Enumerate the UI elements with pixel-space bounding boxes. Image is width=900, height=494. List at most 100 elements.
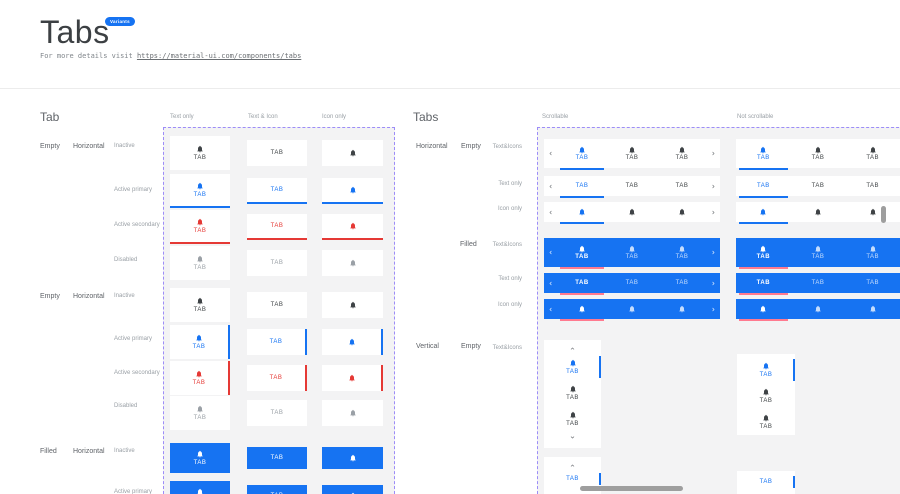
tab[interactable]: TAB: [791, 238, 846, 267]
chevron-left-icon[interactable]: [544, 299, 557, 319]
tab-card-texticon-inactive[interactable]: TAB: [170, 288, 230, 322]
tab-card-text-disabled[interactable]: TAB: [247, 250, 307, 276]
tab-active[interactable]: TAB: [737, 474, 795, 490]
tab-card-text-active-primary[interactable]: TAB: [247, 329, 307, 355]
tab[interactable]: [657, 202, 707, 222]
tab-card-text-active-primary[interactable]: TAB: [247, 178, 307, 204]
tab-active[interactable]: TAB: [544, 471, 601, 487]
tab[interactable]: [791, 299, 846, 319]
tab-card-icon-active-primary[interactable]: [322, 178, 383, 204]
chevron-right-icon[interactable]: [707, 299, 720, 319]
tab-card-filled-text[interactable]: TAB: [247, 485, 307, 494]
tab[interactable]: [607, 299, 657, 319]
tab[interactable]: TAB: [657, 238, 707, 267]
tab-active[interactable]: [736, 202, 791, 224]
tab-label: TAB: [192, 380, 206, 386]
tab-card-filled-text[interactable]: TAB: [247, 447, 307, 469]
tab[interactable]: [791, 202, 846, 222]
bell-icon: [759, 245, 767, 253]
tab-card-texticon-disabled[interactable]: TAB: [170, 396, 230, 430]
chevron-up-icon[interactable]: [567, 343, 578, 354]
tab-card-texticon-disabled[interactable]: TAB: [170, 246, 230, 280]
chevron-down-icon[interactable]: [567, 432, 578, 443]
tab-active[interactable]: [736, 299, 791, 321]
tab[interactable]: TAB: [791, 176, 846, 196]
active-indicator: [793, 476, 795, 488]
tab-card-icon-active-secondary[interactable]: [322, 365, 383, 391]
bell-icon: [349, 149, 357, 157]
tab-card-icon-inactive[interactable]: [322, 140, 383, 166]
tab-card-filled-icon[interactable]: [322, 447, 383, 469]
tab-card-texticon-active-secondary[interactable]: TAB: [170, 210, 230, 244]
tab-card-filled-icon[interactable]: [322, 485, 383, 494]
tab[interactable]: TAB: [657, 273, 707, 293]
tab-card-filled-texticon[interactable]: TAB: [170, 481, 230, 494]
chevron-left-icon[interactable]: [544, 273, 557, 293]
tab-card-text-inactive[interactable]: TAB: [247, 292, 307, 318]
tab-card-icon-active-primary[interactable]: [322, 329, 383, 355]
chevron-left-icon[interactable]: [544, 238, 557, 267]
tab-active[interactable]: TAB: [557, 139, 607, 170]
tab[interactable]: [607, 202, 657, 222]
horizontal-scrollbar[interactable]: [580, 486, 683, 491]
tab-label: TAB: [811, 183, 825, 189]
tab-card-icon-disabled[interactable]: [322, 250, 383, 276]
tab[interactable]: TAB: [737, 409, 795, 435]
tab-active[interactable]: [557, 299, 607, 321]
chevron-left-icon[interactable]: [544, 139, 557, 168]
tab-card-text-active-secondary[interactable]: TAB: [247, 365, 307, 391]
tab[interactable]: [657, 299, 707, 319]
tab[interactable]: TAB: [607, 273, 657, 293]
tab[interactable]: TAB: [607, 238, 657, 267]
chevron-right-icon[interactable]: [707, 139, 720, 168]
tab[interactable]: TAB: [845, 273, 900, 293]
docs-link[interactable]: https://material-ui.com/components/tabs: [136, 52, 302, 60]
tab[interactable]: TAB: [845, 139, 900, 168]
tabs-bar-scrollable-icon: [544, 202, 720, 224]
tab-active[interactable]: TAB: [544, 354, 601, 380]
tab[interactable]: TAB: [607, 139, 657, 168]
tab-card-texticon-active-primary[interactable]: TAB: [170, 325, 230, 359]
tab[interactable]: TAB: [737, 383, 795, 409]
tab-active[interactable]: TAB: [557, 176, 607, 198]
chevron-right-icon[interactable]: [707, 202, 720, 222]
tab-active[interactable]: [557, 202, 607, 224]
tab-active[interactable]: TAB: [557, 238, 607, 269]
tab-label: TAB: [566, 369, 579, 375]
tab[interactable]: TAB: [791, 273, 846, 293]
tab[interactable]: TAB: [657, 176, 707, 196]
tab-card-texticon-active-secondary[interactable]: TAB: [170, 361, 230, 395]
tab-card-texticon-active-primary[interactable]: TAB: [170, 174, 230, 208]
tab-active[interactable]: TAB: [736, 176, 791, 198]
tab[interactable]: TAB: [657, 139, 707, 168]
chevron-left-icon[interactable]: [544, 202, 557, 222]
tab-card-filled-texticon[interactable]: TAB: [170, 443, 230, 473]
chevron-right-icon[interactable]: [707, 273, 720, 293]
tab-card-text-disabled[interactable]: TAB: [247, 400, 307, 426]
status-badge: Variants: [105, 17, 135, 26]
tab[interactable]: TAB: [845, 238, 900, 267]
tab-card-text-inactive[interactable]: TAB: [247, 140, 307, 166]
tab-card-icon-active-secondary[interactable]: [322, 214, 383, 240]
chevron-right-icon[interactable]: [707, 238, 720, 267]
tab[interactable]: TAB: [791, 139, 846, 168]
tab-active[interactable]: TAB: [736, 273, 791, 295]
chevron-right-icon[interactable]: [707, 176, 720, 196]
tab-active[interactable]: TAB: [737, 357, 795, 383]
chevron-left-icon[interactable]: [544, 176, 557, 196]
tab[interactable]: [845, 299, 900, 319]
tab[interactable]: TAB: [607, 176, 657, 196]
tab-card-icon-inactive[interactable]: [322, 292, 383, 318]
chevron-up-icon[interactable]: [567, 460, 578, 471]
tab-card-icon-disabled[interactable]: [322, 400, 383, 426]
tab-card-texticon-inactive[interactable]: TAB: [170, 136, 230, 170]
tab[interactable]: TAB: [544, 406, 601, 432]
vertical-scrollbar[interactable]: [881, 206, 886, 223]
tab[interactable]: [845, 202, 900, 222]
tab-card-text-active-secondary[interactable]: TAB: [247, 214, 307, 240]
tab-active[interactable]: TAB: [557, 273, 607, 295]
tab-active[interactable]: TAB: [736, 139, 791, 170]
tab[interactable]: TAB: [845, 176, 900, 196]
tab[interactable]: TAB: [544, 380, 601, 406]
tab-active[interactable]: TAB: [736, 238, 791, 269]
